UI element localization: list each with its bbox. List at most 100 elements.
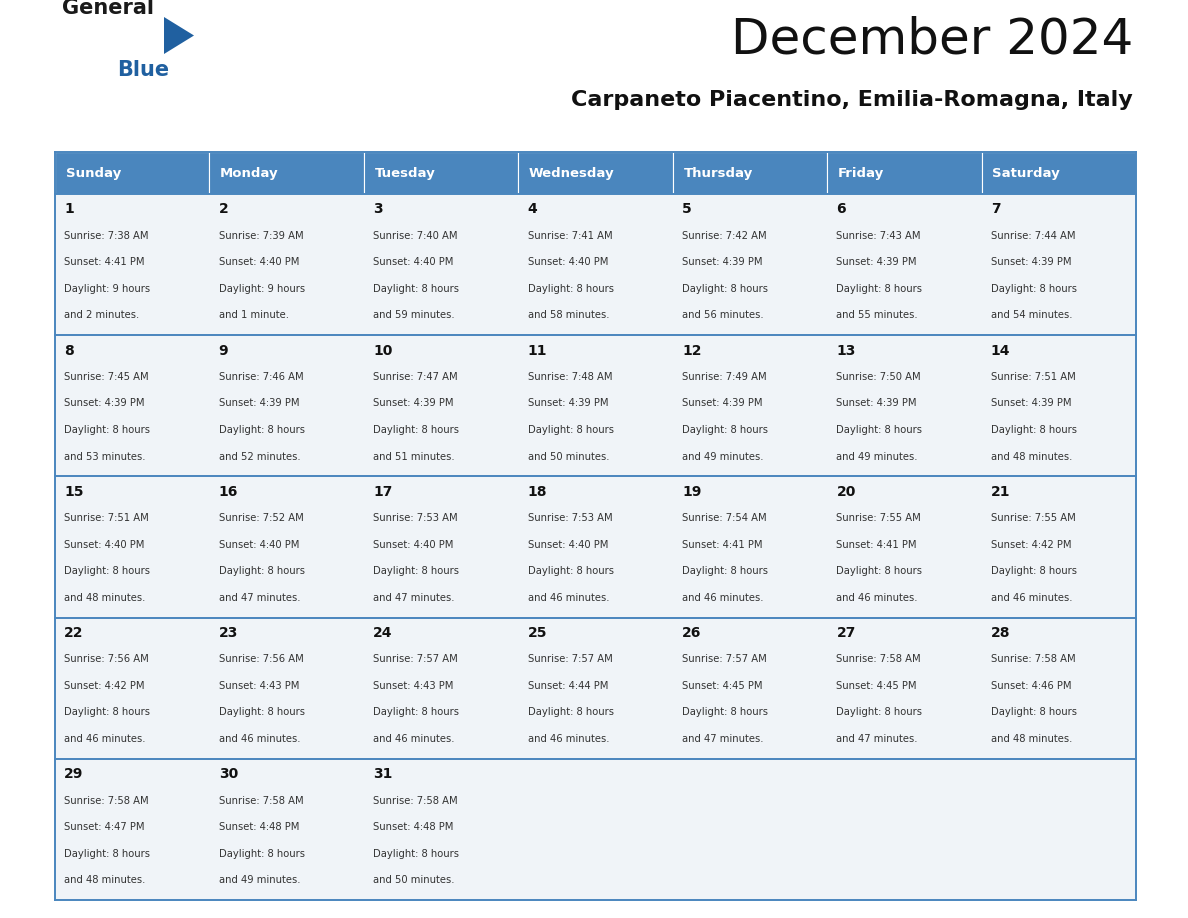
Text: Sunrise: 7:58 AM: Sunrise: 7:58 AM xyxy=(836,655,921,665)
Bar xyxy=(827,618,981,759)
Text: Sunset: 4:40 PM: Sunset: 4:40 PM xyxy=(64,540,145,550)
Text: and 46 minutes.: and 46 minutes. xyxy=(373,734,455,744)
Text: and 47 minutes.: and 47 minutes. xyxy=(373,593,455,603)
Text: Thursday: Thursday xyxy=(683,166,753,180)
Text: 24: 24 xyxy=(373,626,392,640)
Text: Sunrise: 7:45 AM: Sunrise: 7:45 AM xyxy=(64,372,148,382)
Bar xyxy=(55,152,209,194)
Text: Blue: Blue xyxy=(116,60,169,80)
Bar xyxy=(364,152,518,194)
Text: Sunset: 4:39 PM: Sunset: 4:39 PM xyxy=(836,257,917,267)
Bar xyxy=(827,759,981,900)
Text: Daylight: 8 hours: Daylight: 8 hours xyxy=(64,566,150,577)
Text: Sunrise: 7:44 AM: Sunrise: 7:44 AM xyxy=(991,230,1075,241)
Text: 23: 23 xyxy=(219,626,238,640)
Bar xyxy=(518,618,672,759)
Text: Sunrise: 7:48 AM: Sunrise: 7:48 AM xyxy=(527,372,612,382)
Text: Saturday: Saturday xyxy=(992,166,1060,180)
Text: Carpaneto Piacentino, Emilia-Romagna, Italy: Carpaneto Piacentino, Emilia-Romagna, It… xyxy=(571,90,1133,110)
Text: Daylight: 8 hours: Daylight: 8 hours xyxy=(64,708,150,717)
Text: General: General xyxy=(62,0,154,18)
Text: 26: 26 xyxy=(682,626,701,640)
Text: and 46 minutes.: and 46 minutes. xyxy=(527,593,609,603)
Text: Sunset: 4:45 PM: Sunset: 4:45 PM xyxy=(836,681,917,691)
Text: Sunrise: 7:52 AM: Sunrise: 7:52 AM xyxy=(219,513,303,523)
Text: 29: 29 xyxy=(64,767,83,781)
Text: Sunset: 4:40 PM: Sunset: 4:40 PM xyxy=(527,257,608,267)
Bar xyxy=(209,618,364,759)
Text: Daylight: 8 hours: Daylight: 8 hours xyxy=(991,284,1076,294)
Text: Daylight: 9 hours: Daylight: 9 hours xyxy=(219,284,305,294)
Bar xyxy=(672,194,827,335)
Bar xyxy=(55,618,209,759)
Text: December 2024: December 2024 xyxy=(731,15,1133,63)
Text: Sunset: 4:43 PM: Sunset: 4:43 PM xyxy=(219,681,299,691)
Text: Daylight: 8 hours: Daylight: 8 hours xyxy=(682,566,767,577)
Text: and 54 minutes.: and 54 minutes. xyxy=(991,310,1073,320)
Text: Sunrise: 7:58 AM: Sunrise: 7:58 AM xyxy=(991,655,1075,665)
Text: Daylight: 8 hours: Daylight: 8 hours xyxy=(527,425,613,435)
Bar xyxy=(672,152,827,194)
Bar xyxy=(672,335,827,476)
Bar xyxy=(518,194,672,335)
Bar xyxy=(518,152,672,194)
Text: Sunrise: 7:56 AM: Sunrise: 7:56 AM xyxy=(64,655,148,665)
Text: Sunrise: 7:54 AM: Sunrise: 7:54 AM xyxy=(682,513,766,523)
Text: 21: 21 xyxy=(991,485,1010,498)
Text: Wednesday: Wednesday xyxy=(529,166,614,180)
Text: 12: 12 xyxy=(682,343,701,358)
Text: 13: 13 xyxy=(836,343,855,358)
Text: and 47 minutes.: and 47 minutes. xyxy=(836,734,918,744)
Bar xyxy=(55,335,209,476)
Text: and 1 minute.: and 1 minute. xyxy=(219,310,289,320)
Text: Daylight: 8 hours: Daylight: 8 hours xyxy=(991,708,1076,717)
Bar xyxy=(364,618,518,759)
Bar xyxy=(981,759,1136,900)
Text: Sunrise: 7:51 AM: Sunrise: 7:51 AM xyxy=(64,513,148,523)
Text: and 48 minutes.: and 48 minutes. xyxy=(991,452,1073,462)
Text: 6: 6 xyxy=(836,203,846,217)
Text: 11: 11 xyxy=(527,343,546,358)
Text: Sunset: 4:48 PM: Sunset: 4:48 PM xyxy=(373,822,454,832)
Text: and 51 minutes.: and 51 minutes. xyxy=(373,452,455,462)
Text: Daylight: 8 hours: Daylight: 8 hours xyxy=(527,284,613,294)
Text: Sunset: 4:41 PM: Sunset: 4:41 PM xyxy=(682,540,763,550)
Text: Sunrise: 7:50 AM: Sunrise: 7:50 AM xyxy=(836,372,921,382)
Text: Sunrise: 7:42 AM: Sunrise: 7:42 AM xyxy=(682,230,766,241)
Text: 18: 18 xyxy=(527,485,546,498)
Bar xyxy=(827,476,981,618)
Text: Daylight: 8 hours: Daylight: 8 hours xyxy=(219,425,304,435)
Text: Sunset: 4:39 PM: Sunset: 4:39 PM xyxy=(527,398,608,409)
Text: 20: 20 xyxy=(836,485,855,498)
Text: Monday: Monday xyxy=(220,166,279,180)
Text: Sunset: 4:39 PM: Sunset: 4:39 PM xyxy=(991,257,1072,267)
Text: Sunrise: 7:58 AM: Sunrise: 7:58 AM xyxy=(64,796,148,805)
Text: 25: 25 xyxy=(527,626,546,640)
Text: Daylight: 8 hours: Daylight: 8 hours xyxy=(836,566,922,577)
Text: Sunset: 4:40 PM: Sunset: 4:40 PM xyxy=(527,540,608,550)
Text: and 49 minutes.: and 49 minutes. xyxy=(219,875,301,885)
Text: and 58 minutes.: and 58 minutes. xyxy=(527,310,609,320)
Text: Sunset: 4:39 PM: Sunset: 4:39 PM xyxy=(991,398,1072,409)
Text: Sunset: 4:40 PM: Sunset: 4:40 PM xyxy=(373,540,454,550)
Bar xyxy=(672,618,827,759)
Text: Daylight: 8 hours: Daylight: 8 hours xyxy=(682,425,767,435)
Text: Daylight: 8 hours: Daylight: 8 hours xyxy=(836,284,922,294)
Bar xyxy=(518,335,672,476)
Text: 2: 2 xyxy=(219,203,228,217)
Text: Sunrise: 7:55 AM: Sunrise: 7:55 AM xyxy=(836,513,921,523)
Text: Daylight: 8 hours: Daylight: 8 hours xyxy=(836,708,922,717)
Text: and 52 minutes.: and 52 minutes. xyxy=(219,452,301,462)
Text: Daylight: 8 hours: Daylight: 8 hours xyxy=(219,848,304,858)
Bar xyxy=(209,335,364,476)
Text: and 46 minutes.: and 46 minutes. xyxy=(219,734,301,744)
Text: 17: 17 xyxy=(373,485,392,498)
Text: 1: 1 xyxy=(64,203,74,217)
Text: Daylight: 8 hours: Daylight: 8 hours xyxy=(64,425,150,435)
Text: 10: 10 xyxy=(373,343,392,358)
Text: Sunset: 4:41 PM: Sunset: 4:41 PM xyxy=(64,257,145,267)
Text: and 48 minutes.: and 48 minutes. xyxy=(64,875,146,885)
Polygon shape xyxy=(164,17,194,54)
Text: Daylight: 8 hours: Daylight: 8 hours xyxy=(64,848,150,858)
Bar xyxy=(209,759,364,900)
